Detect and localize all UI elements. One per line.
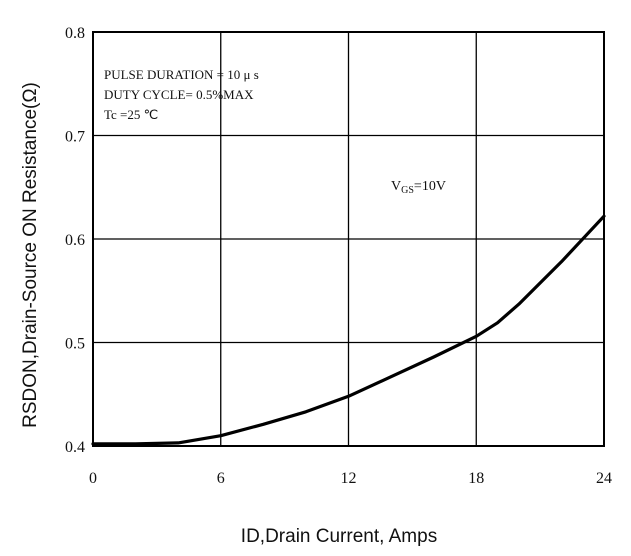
x-tick-label: 6 (217, 470, 225, 487)
y-tick-label: 0.7 (65, 129, 85, 146)
note-case-temperature: Tc =25 ℃ (104, 107, 158, 122)
y-tick-label: 0.6 (65, 232, 85, 249)
series-label-vgs: VGS=10V (391, 179, 446, 196)
x-tick-label: 18 (468, 470, 484, 487)
x-axis-title: ID,Drain Current, Amps (241, 526, 437, 547)
x-tick-label: 0 (89, 470, 97, 487)
note-duty-cycle: DUTY CYCLE= 0.5%MAX (104, 87, 254, 102)
series-label-subscript: GS (401, 185, 414, 196)
y-tick-label: 0.4 (65, 439, 85, 456)
tick-labels: 0 6 12 18 24 0.4 0.5 0.6 0.7 0.8 (65, 25, 612, 487)
y-tick-label: 0.8 (65, 25, 85, 42)
series-label-tail: =10V (414, 179, 446, 194)
x-tick-label: 12 (341, 470, 357, 487)
note-pulse-duration: PULSE DURATION = 10 μ s (104, 67, 259, 82)
plot-frame (92, 31, 605, 447)
series-line (91, 214, 606, 446)
series-label-main: V (391, 179, 401, 194)
x-tick-label: 24 (596, 470, 612, 487)
y-axis-title: RSDON,Drain-Source ON Resistance(Ω) (20, 82, 41, 428)
test-conditions: PULSE DURATION = 10 μ s DUTY CYCLE= 0.5%… (104, 67, 259, 122)
y-tick-label: 0.5 (65, 336, 85, 353)
series-layer (91, 214, 606, 446)
